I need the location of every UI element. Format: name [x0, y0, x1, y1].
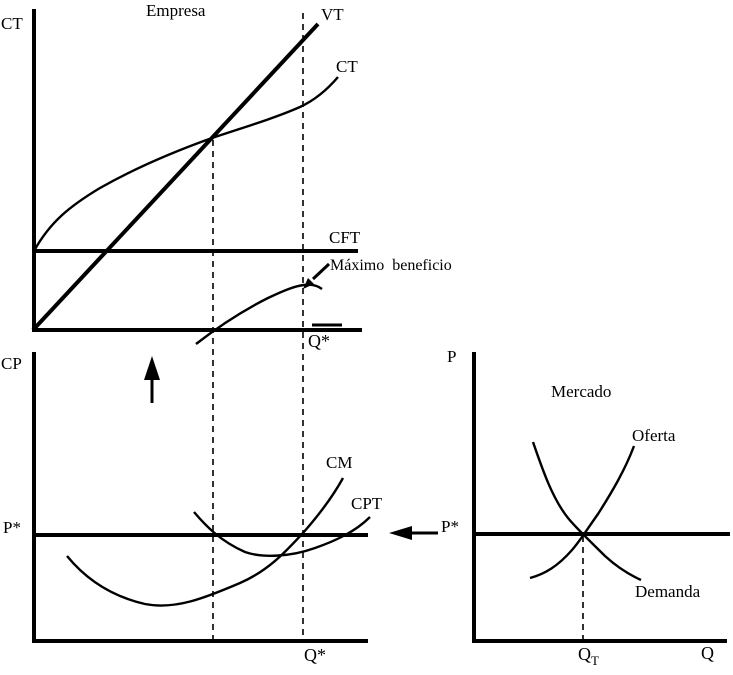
max-benefit-arrow-icon [303, 278, 314, 289]
empresa-y-axis-label: CT [1, 14, 23, 33]
cpt-label: CPT [351, 494, 383, 513]
empresa-title: Empresa [146, 1, 206, 20]
vt-label: VT [321, 5, 344, 24]
cpt-curve [193, 511, 371, 557]
mercado-title: Mercado [551, 382, 612, 401]
mercado-panel [472, 352, 730, 643]
qt-label: QT [578, 644, 599, 668]
qt-label-subscript: T [591, 653, 599, 668]
cm-curve [66, 477, 345, 607]
pstar-label-left: P* [3, 518, 21, 537]
oferta-label: Oferta [632, 426, 676, 445]
ct-curve [32, 76, 339, 252]
pstar-label-right: P* [441, 517, 459, 536]
supply-curve [529, 445, 636, 580]
mercado-y-axis-label: P [447, 347, 457, 366]
costes-axes [32, 352, 368, 643]
ct-curve-label: CT [336, 57, 358, 76]
empresa-axes [32, 9, 362, 332]
guide-lines [212, 13, 584, 640]
empresa-panel [31, 9, 362, 345]
connector-arrows [144, 262, 438, 540]
up-arrow-icon [144, 356, 160, 380]
max-benefit-arrow-shaft [311, 262, 331, 281]
empresa-x-axis-label: Q* [308, 331, 330, 351]
vt-line [31, 22, 320, 332]
demand-curve [531, 441, 642, 582]
mercado-x-axis-label: Q [701, 643, 714, 663]
mercado-axes [472, 352, 727, 643]
demanda-label: Demanda [635, 582, 701, 601]
costes-panel [32, 352, 371, 643]
left-arrow-icon [389, 526, 412, 540]
costes-x-axis-label: Q* [304, 645, 326, 665]
benefit-curve [195, 283, 323, 345]
cft-label: CFT [329, 228, 361, 247]
qt-label-main: Q [578, 644, 591, 664]
costes-y-axis-label: CP [1, 354, 22, 373]
max-benefit-label: Máximo beneficio [330, 257, 452, 274]
cm-label: CM [326, 453, 353, 472]
